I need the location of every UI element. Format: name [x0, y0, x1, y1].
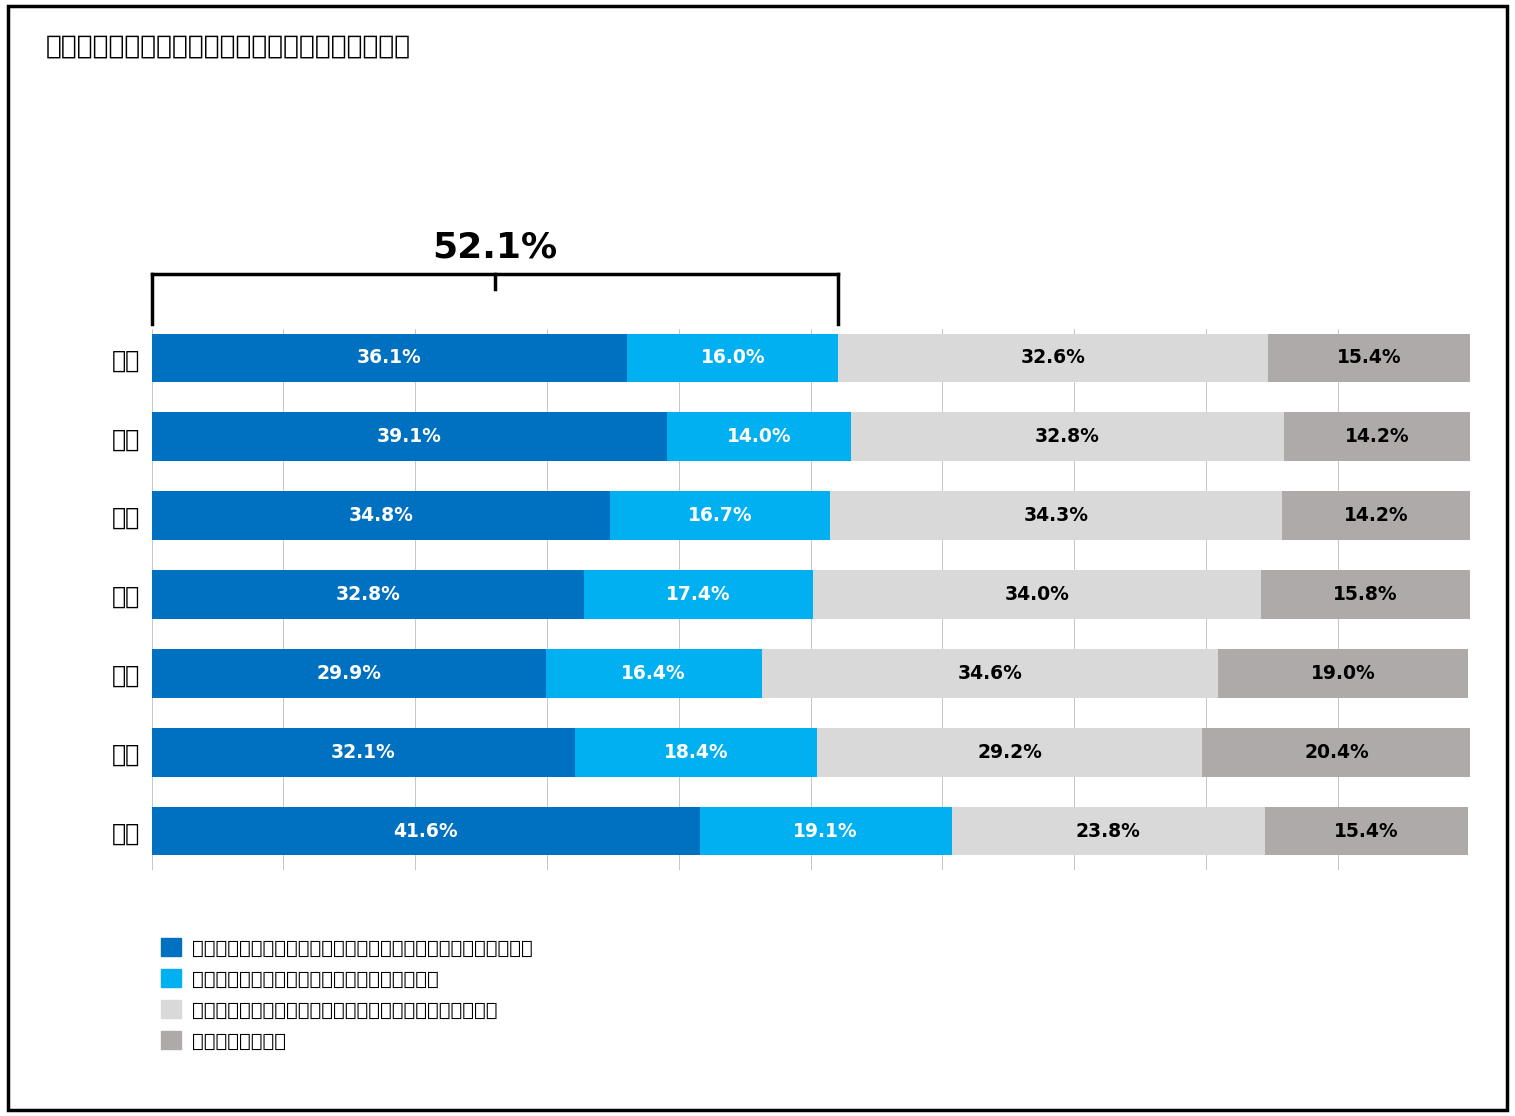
Bar: [817, 728, 1201, 777]
Text: 19.1%: 19.1%: [794, 821, 857, 840]
Bar: [611, 491, 830, 540]
Bar: [1201, 728, 1471, 777]
Bar: [1265, 807, 1468, 856]
Bar: [1282, 491, 1470, 540]
Bar: [667, 413, 851, 461]
Bar: [152, 334, 627, 383]
Text: 32.6%: 32.6%: [1021, 348, 1085, 367]
Text: 39.1%: 39.1%: [377, 427, 441, 446]
Text: 41.6%: 41.6%: [394, 821, 458, 840]
Bar: [830, 491, 1282, 540]
Bar: [838, 334, 1268, 383]
Text: 23.8%: 23.8%: [1076, 821, 1141, 840]
Bar: [152, 413, 667, 461]
Text: 14.2%: 14.2%: [1344, 507, 1409, 526]
Text: グラフ３　将来の夢やなりたい職業はありますか？: グラフ３ 将来の夢やなりたい職業はありますか？: [45, 33, 411, 59]
Bar: [814, 570, 1262, 619]
Bar: [1262, 570, 1470, 619]
Bar: [700, 807, 951, 856]
Bar: [152, 570, 583, 619]
Bar: [762, 648, 1218, 698]
Text: 15.4%: 15.4%: [1338, 348, 1401, 367]
Text: 18.4%: 18.4%: [664, 743, 729, 762]
Text: 20.4%: 20.4%: [1304, 743, 1368, 762]
Text: 14.0%: 14.0%: [727, 427, 791, 446]
Bar: [574, 728, 817, 777]
Text: 29.2%: 29.2%: [977, 743, 1042, 762]
Text: 19.0%: 19.0%: [1310, 664, 1376, 683]
Bar: [851, 413, 1283, 461]
Text: 34.8%: 34.8%: [348, 507, 414, 526]
Text: 16.4%: 16.4%: [621, 664, 686, 683]
Text: 15.8%: 15.8%: [1333, 585, 1398, 604]
Bar: [951, 807, 1265, 856]
Bar: [152, 648, 545, 698]
Bar: [152, 807, 700, 856]
Text: 32.1%: 32.1%: [330, 743, 395, 762]
Text: 32.8%: 32.8%: [1035, 427, 1100, 446]
Text: 52.1%: 52.1%: [432, 231, 558, 264]
Text: 36.1%: 36.1%: [358, 348, 421, 367]
Bar: [1218, 648, 1468, 698]
Text: 34.3%: 34.3%: [1024, 507, 1089, 526]
Text: 17.4%: 17.4%: [667, 585, 730, 604]
Bar: [1268, 334, 1471, 383]
Text: 14.2%: 14.2%: [1345, 427, 1409, 446]
Bar: [583, 570, 814, 619]
Text: 29.9%: 29.9%: [317, 664, 382, 683]
Text: 16.7%: 16.7%: [688, 507, 753, 526]
Text: 34.6%: 34.6%: [957, 664, 1023, 683]
Text: 15.4%: 15.4%: [1335, 821, 1398, 840]
Legend: 将来の夢やなりたい職業があり、実現に向けて強い気持ちがある, 夢やなりたい職業が複数あり、まだ迷っている, 漠然とした憑れはあるが、具体的にはまだ決まっていない: 将来の夢やなりたい職業があり、実現に向けて強い気持ちがある, 夢やなりたい職業が…: [161, 939, 533, 1050]
Text: 32.8%: 32.8%: [335, 585, 400, 604]
Text: 34.0%: 34.0%: [1004, 585, 1070, 604]
Bar: [152, 491, 611, 540]
Text: 16.0%: 16.0%: [700, 348, 765, 367]
Bar: [627, 334, 838, 383]
Bar: [1283, 413, 1471, 461]
Bar: [545, 648, 762, 698]
Bar: [152, 728, 574, 777]
